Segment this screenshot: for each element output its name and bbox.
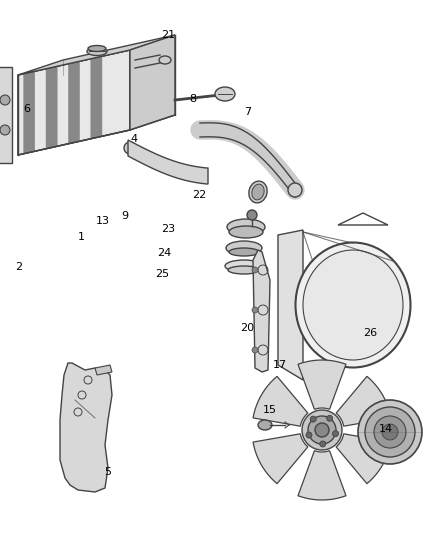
Polygon shape xyxy=(46,66,57,149)
Text: 15: 15 xyxy=(262,406,276,415)
Polygon shape xyxy=(130,35,175,130)
Ellipse shape xyxy=(226,241,262,255)
Text: 14: 14 xyxy=(378,424,392,434)
Polygon shape xyxy=(298,451,346,500)
Polygon shape xyxy=(298,360,346,409)
Circle shape xyxy=(382,424,398,440)
Ellipse shape xyxy=(229,248,259,256)
Circle shape xyxy=(374,416,406,448)
Polygon shape xyxy=(128,140,208,184)
Text: 7: 7 xyxy=(244,107,251,117)
Circle shape xyxy=(0,125,10,135)
Ellipse shape xyxy=(303,250,403,360)
Polygon shape xyxy=(0,67,12,163)
Circle shape xyxy=(306,432,312,438)
Circle shape xyxy=(320,441,326,447)
Polygon shape xyxy=(18,35,175,75)
Text: 23: 23 xyxy=(162,224,176,234)
Ellipse shape xyxy=(227,219,265,235)
Text: 1: 1 xyxy=(78,232,85,242)
Circle shape xyxy=(0,95,10,105)
Text: 26: 26 xyxy=(363,328,377,338)
Circle shape xyxy=(308,416,336,444)
Ellipse shape xyxy=(228,266,260,274)
Circle shape xyxy=(252,347,258,353)
Text: 24: 24 xyxy=(157,248,171,258)
Circle shape xyxy=(129,144,135,150)
Ellipse shape xyxy=(249,181,267,203)
Polygon shape xyxy=(60,363,112,492)
Polygon shape xyxy=(18,50,130,155)
Polygon shape xyxy=(336,376,391,426)
Circle shape xyxy=(252,267,258,273)
Text: 21: 21 xyxy=(162,30,176,39)
Circle shape xyxy=(358,400,422,464)
Ellipse shape xyxy=(88,45,106,52)
Circle shape xyxy=(302,410,342,450)
Text: 2: 2 xyxy=(15,262,22,271)
Ellipse shape xyxy=(288,183,302,197)
Polygon shape xyxy=(278,230,303,380)
Ellipse shape xyxy=(258,420,272,430)
Text: 4: 4 xyxy=(130,134,137,143)
Ellipse shape xyxy=(296,243,410,367)
Ellipse shape xyxy=(225,260,263,272)
Polygon shape xyxy=(336,434,391,483)
Ellipse shape xyxy=(215,87,235,101)
Polygon shape xyxy=(91,56,102,139)
Ellipse shape xyxy=(87,47,107,55)
Text: 20: 20 xyxy=(240,323,254,333)
Polygon shape xyxy=(68,61,80,144)
Circle shape xyxy=(327,415,332,421)
Polygon shape xyxy=(95,365,112,375)
Text: 17: 17 xyxy=(273,360,287,370)
Circle shape xyxy=(365,407,415,457)
Circle shape xyxy=(124,142,136,154)
Circle shape xyxy=(252,307,258,313)
Circle shape xyxy=(310,416,316,422)
Text: 5: 5 xyxy=(104,467,111,477)
Text: 22: 22 xyxy=(192,190,206,199)
Ellipse shape xyxy=(159,56,171,64)
Text: 9: 9 xyxy=(121,211,128,221)
Polygon shape xyxy=(253,434,308,483)
Polygon shape xyxy=(253,250,270,372)
Polygon shape xyxy=(24,71,35,154)
Ellipse shape xyxy=(229,226,263,238)
Ellipse shape xyxy=(252,184,264,200)
Text: 13: 13 xyxy=(96,216,110,226)
Text: 8: 8 xyxy=(189,94,196,103)
Circle shape xyxy=(247,210,257,220)
Circle shape xyxy=(315,423,329,437)
Text: 25: 25 xyxy=(155,270,169,279)
Circle shape xyxy=(332,431,339,437)
Text: 6: 6 xyxy=(24,104,31,114)
Polygon shape xyxy=(253,376,308,426)
